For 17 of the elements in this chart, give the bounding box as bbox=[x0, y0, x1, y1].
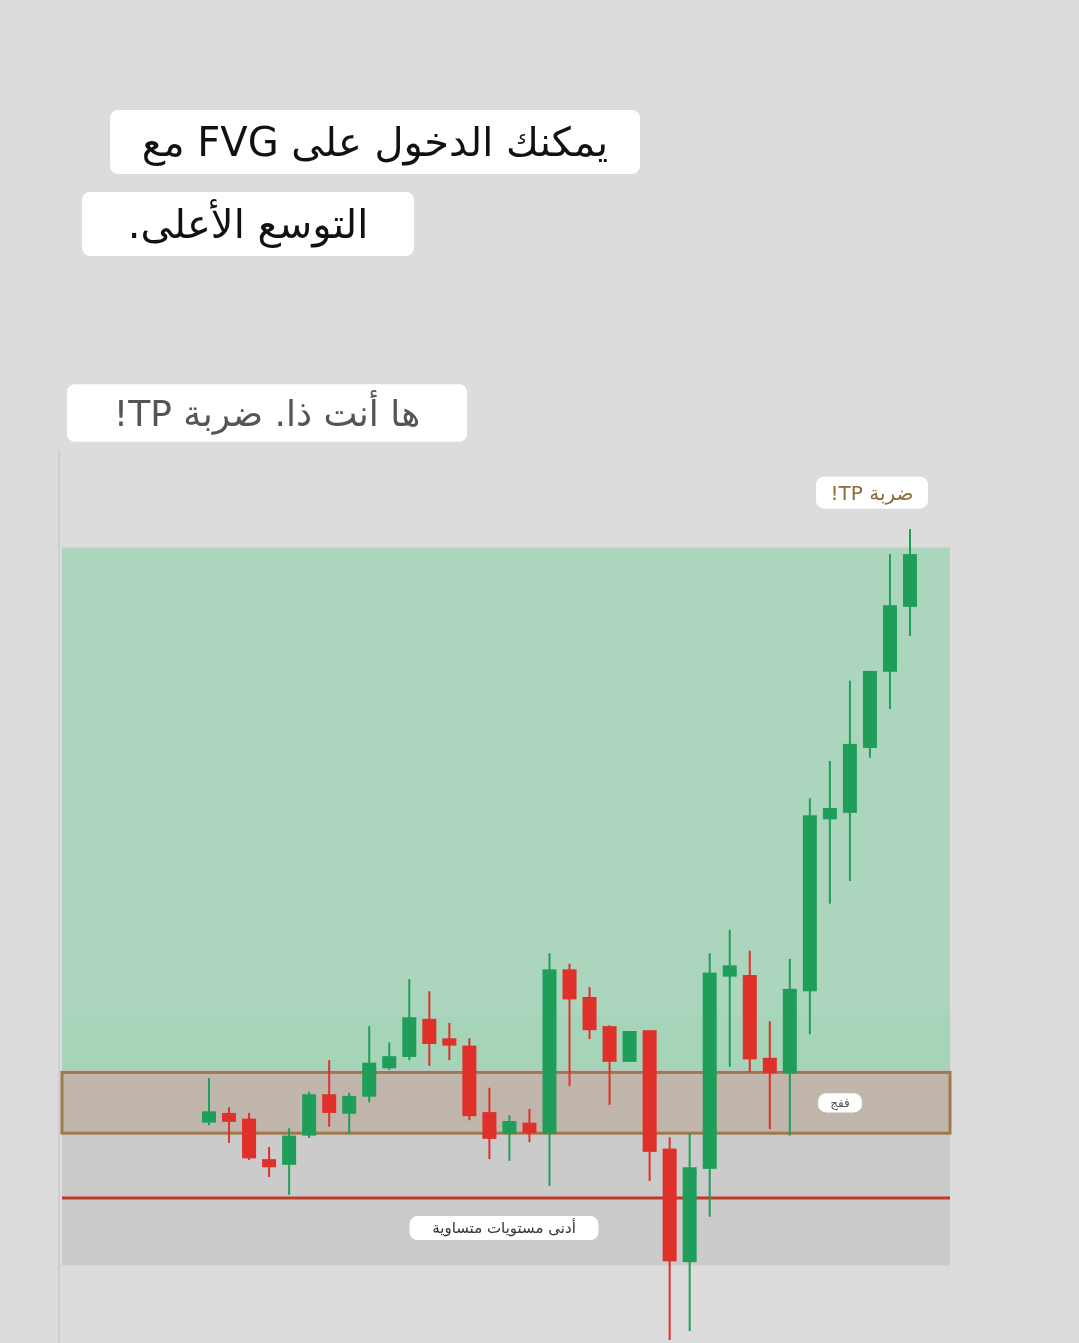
candlestick bbox=[202, 1077, 217, 1127]
candlestick bbox=[722, 928, 737, 1068]
band-label: ضربة TP! bbox=[830, 480, 914, 505]
band-label: ففج bbox=[830, 1095, 850, 1110]
candlestick bbox=[502, 1114, 517, 1162]
chart-subtitle: ها أنت ذا. ضربة TP! bbox=[113, 389, 421, 435]
candlestick bbox=[442, 1021, 457, 1062]
candlestick bbox=[822, 759, 837, 905]
candlestick bbox=[222, 1106, 237, 1144]
chart-title: يمكنك الدخول على FVG مع التوسع الأعلى. bbox=[127, 119, 609, 248]
candlestick bbox=[262, 1145, 277, 1178]
ref-line-label: أدنى مستويات متساوية bbox=[432, 1218, 576, 1238]
candlestick bbox=[342, 1091, 357, 1135]
candlestick bbox=[522, 1107, 537, 1144]
candlestick bbox=[762, 1020, 777, 1131]
candlestick bbox=[382, 1041, 397, 1071]
candlestick bbox=[322, 1059, 337, 1128]
